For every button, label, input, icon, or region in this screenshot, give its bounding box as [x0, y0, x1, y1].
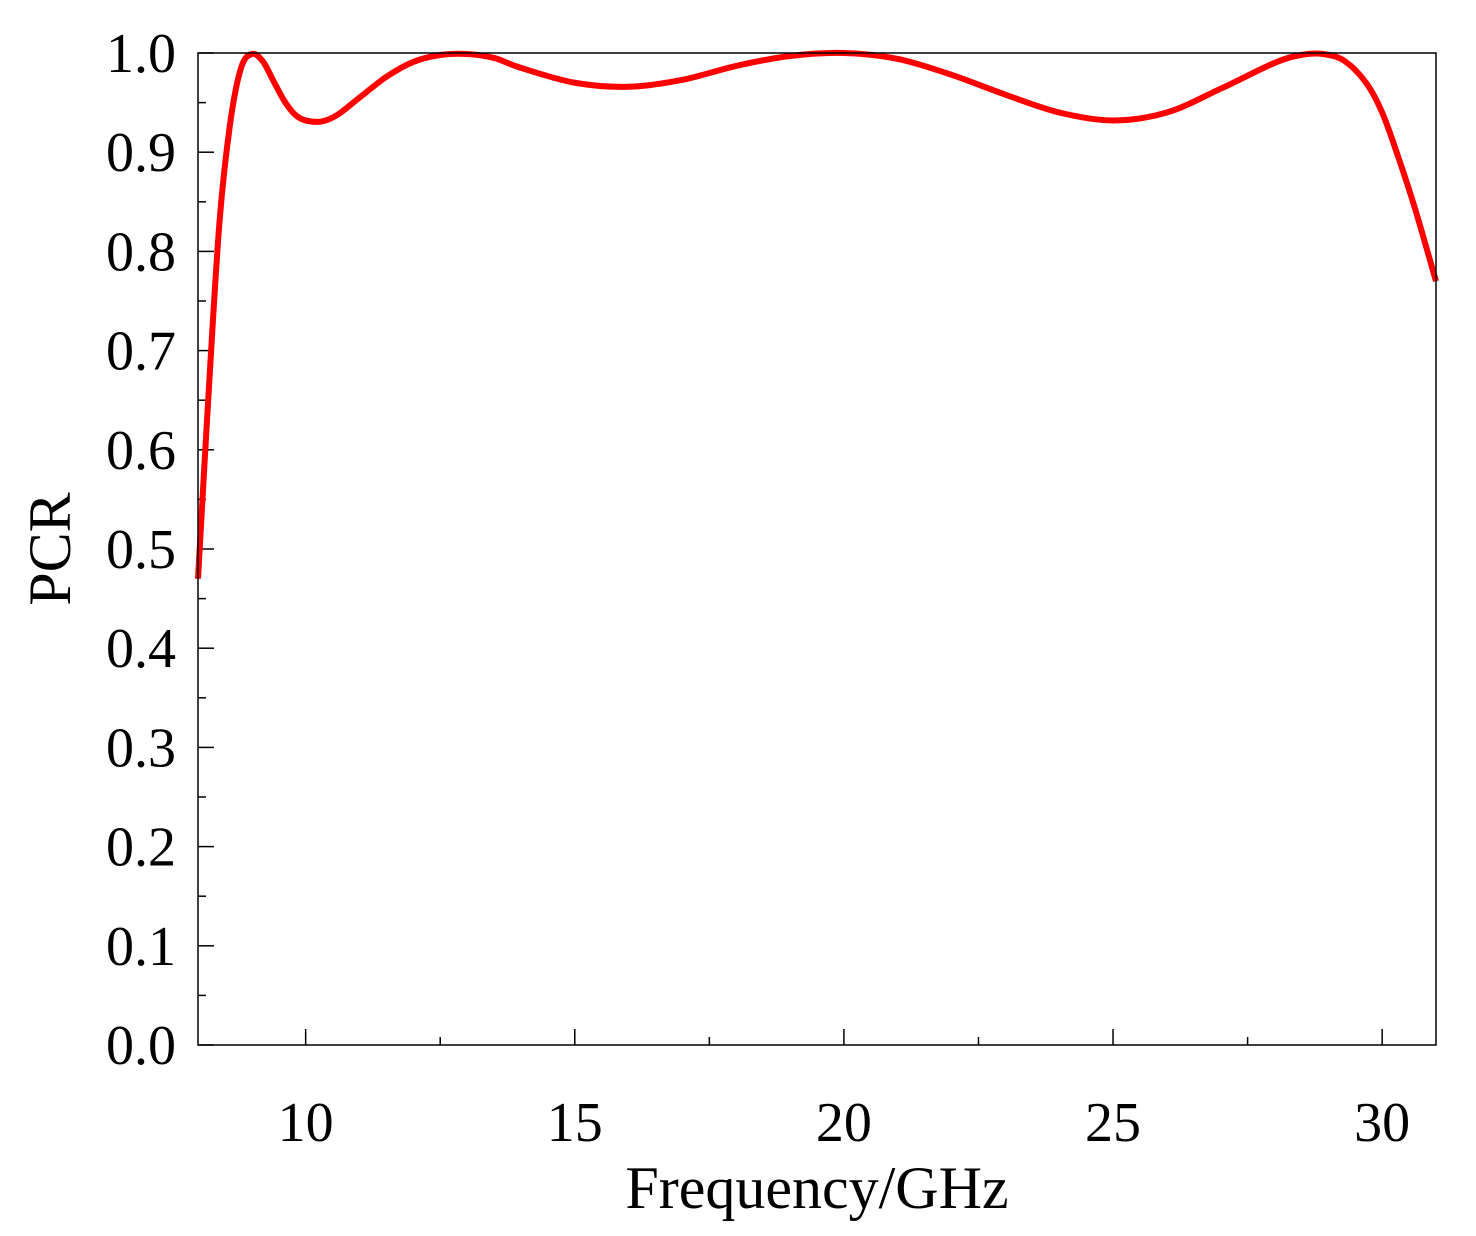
x-tick-label: 20: [816, 1092, 872, 1154]
y-tick-label: 1.0: [106, 23, 176, 85]
series-group: [195, 49, 1439, 579]
y-tick-label: 0.8: [106, 221, 176, 283]
y-tick-label: 0.6: [106, 420, 176, 482]
y-tick-label: 0.0: [106, 1015, 176, 1077]
x-tick-label: 30: [1354, 1092, 1410, 1154]
y-tick-label: 0.1: [106, 916, 176, 978]
x-tick-label: 25: [1085, 1092, 1141, 1154]
y-axis-tick-labels: 0.0 0.1 0.2 0.3 0.4 0.5 0.6 0.7 0.8 0.9 1.0: [106, 23, 176, 1077]
y-tick-label: 0.7: [106, 321, 176, 383]
plot-frame: [197, 52, 1437, 1046]
y-tick-label: 0.3: [106, 717, 176, 779]
x-axis-ticks: [304, 1029, 1383, 1045]
x-tick-label: 15: [547, 1092, 603, 1154]
y-tick-label: 0.2: [106, 817, 176, 879]
pcr-series-line: [195, 49, 1439, 579]
y-tick-label: 0.9: [106, 122, 176, 184]
y-axis-ticks: [198, 52, 214, 1046]
x-axis-title: Frequency/GHz: [625, 1155, 1008, 1221]
y-axis-title: PCR: [17, 492, 83, 605]
y-tick-label: 0.4: [106, 618, 176, 680]
x-tick-label: 10: [278, 1092, 334, 1154]
y-tick-label: 0.5: [106, 519, 176, 581]
x-axis-tick-labels: 10 15 20 25 30: [278, 1092, 1411, 1154]
